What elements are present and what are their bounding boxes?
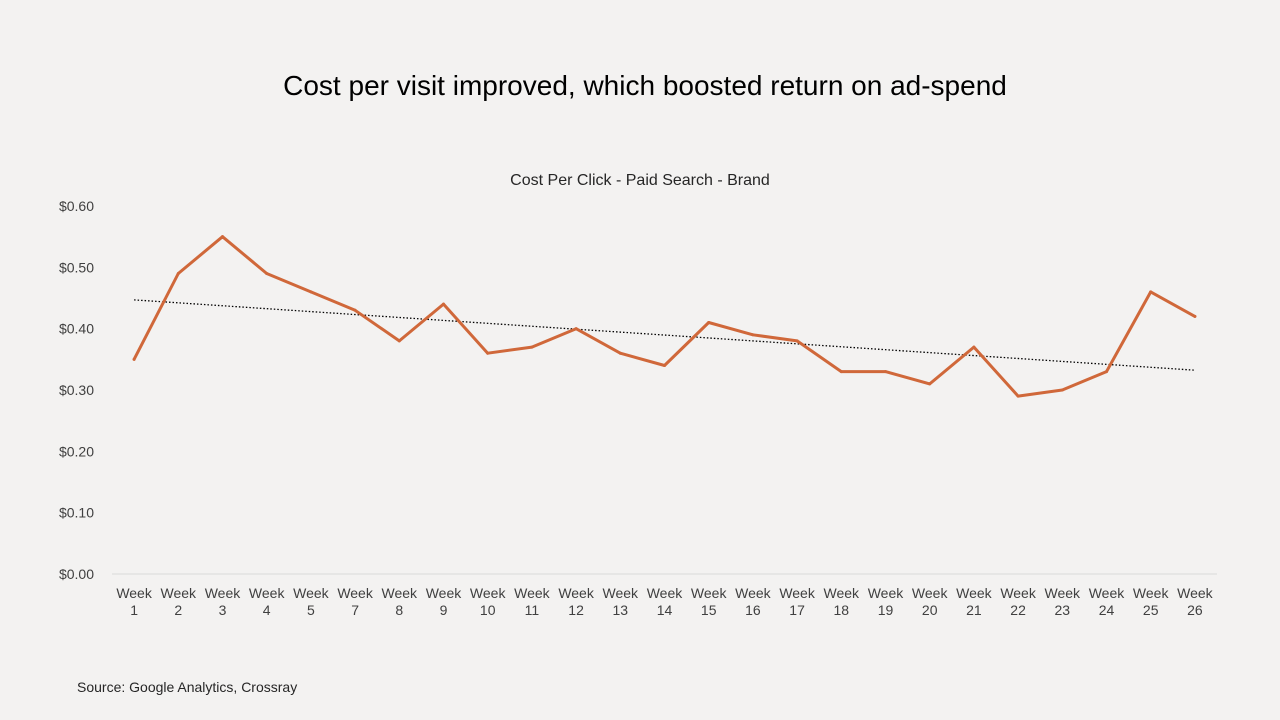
data-point xyxy=(353,308,357,312)
x-tick-label: Week 13 xyxy=(603,585,640,618)
data-point xyxy=(397,339,401,343)
x-tick-label: Week 19 xyxy=(868,585,905,618)
x-tick-label: Week 14 xyxy=(647,585,684,618)
x-tick-label: Week 7 xyxy=(337,585,374,618)
data-point xyxy=(1105,370,1108,374)
chart-title: Cost Per Click - Paid Search - Brand xyxy=(510,172,770,189)
x-tick-label: Week 15 xyxy=(691,585,728,618)
data-point xyxy=(265,271,269,275)
data-point xyxy=(618,351,622,355)
x-tick-label: Week 2 xyxy=(161,585,198,618)
series-group xyxy=(132,235,1197,398)
series-line xyxy=(132,235,1197,398)
data-point xyxy=(839,370,843,374)
data-point xyxy=(795,339,799,343)
x-tick-label: Week 22 xyxy=(1000,585,1037,618)
x-tick-label: Week 12 xyxy=(558,585,595,618)
y-tick-label: $0.10 xyxy=(59,505,94,521)
x-tick-label: Week 18 xyxy=(824,585,861,618)
data-point xyxy=(884,370,887,374)
x-tick-label: Week 23 xyxy=(1045,585,1082,618)
source-note: Source: Google Analytics, Crossray xyxy=(77,679,298,695)
data-point xyxy=(1193,314,1197,318)
data-point xyxy=(442,302,445,306)
x-tick-label: Week 20 xyxy=(912,585,949,618)
x-tick-label: Week 4 xyxy=(249,585,286,618)
data-point xyxy=(309,290,313,294)
x-tick-label: Week 11 xyxy=(514,585,551,618)
y-tick-label: $0.60 xyxy=(59,198,94,214)
data-point xyxy=(928,382,932,386)
y-tick-label: $0.40 xyxy=(59,321,94,337)
x-tick-label: Week 3 xyxy=(205,585,242,618)
x-tick-label: Week 25 xyxy=(1133,585,1170,618)
data-point xyxy=(530,345,534,349)
data-point xyxy=(707,321,711,325)
data-point xyxy=(972,345,976,349)
x-tick-label: Week 17 xyxy=(779,585,816,618)
data-point xyxy=(574,327,578,331)
trendline xyxy=(134,299,1195,371)
data-point xyxy=(1149,290,1153,294)
y-tick-label: $0.20 xyxy=(59,443,94,459)
x-tick-label: Week 9 xyxy=(426,585,463,618)
x-tick-label: Week 8 xyxy=(382,585,419,618)
data-point xyxy=(663,363,666,367)
trendline-group xyxy=(134,299,1195,371)
y-tick-label: $0.50 xyxy=(59,259,94,275)
data-point xyxy=(486,351,490,355)
data-point xyxy=(132,357,136,361)
data-point xyxy=(221,235,224,239)
data-point xyxy=(176,271,180,275)
x-tick-label: Week 16 xyxy=(735,585,772,618)
x-tick-label: Week 24 xyxy=(1089,585,1126,618)
x-tick-label: Week 5 xyxy=(293,585,330,618)
y-tick-label: $0.30 xyxy=(59,382,94,398)
data-point xyxy=(1016,394,1020,398)
slide-title: Cost per visit improved, which boosted r… xyxy=(283,70,1007,101)
x-tick-label: Week 1 xyxy=(116,585,153,618)
x-tick-label: Week 10 xyxy=(470,585,507,618)
y-axis: $0.00 $0.10 $0.20 $0.30 $0.40 $0.50 $0.60 xyxy=(59,198,94,582)
x-tick-label: Week 26 xyxy=(1177,585,1214,618)
y-tick-label: $0.00 xyxy=(59,566,94,582)
x-tick-label: Week 21 xyxy=(956,585,993,618)
data-point xyxy=(1060,388,1064,392)
data-point xyxy=(751,333,755,337)
